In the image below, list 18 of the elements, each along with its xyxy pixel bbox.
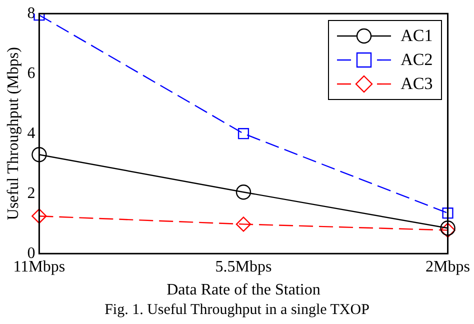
point	[238, 128, 250, 140]
legend-label: AC1	[400, 26, 433, 46]
point	[236, 216, 252, 232]
y-tick-label: 2	[27, 184, 36, 202]
y-axis-title: Useful Throughput (Mbps)	[4, 47, 22, 220]
legend-label: AC2	[400, 50, 433, 70]
point	[32, 208, 47, 224]
point	[32, 147, 47, 162]
y-tick-label: 8	[27, 4, 36, 22]
point	[236, 184, 252, 200]
caption: Fig. 1. Useful Throughput in a single TXOP	[104, 302, 370, 319]
y-tick-label: 4	[27, 124, 36, 142]
legend-label: AC3	[400, 74, 433, 94]
point	[442, 208, 454, 219]
x-tick-label: 5.5Mbps	[215, 258, 272, 276]
y-tick-label: 6	[27, 64, 36, 82]
x-tick-label: 2Mbps	[426, 258, 470, 276]
x-axis-title: Data Rate of the Station	[166, 282, 320, 299]
